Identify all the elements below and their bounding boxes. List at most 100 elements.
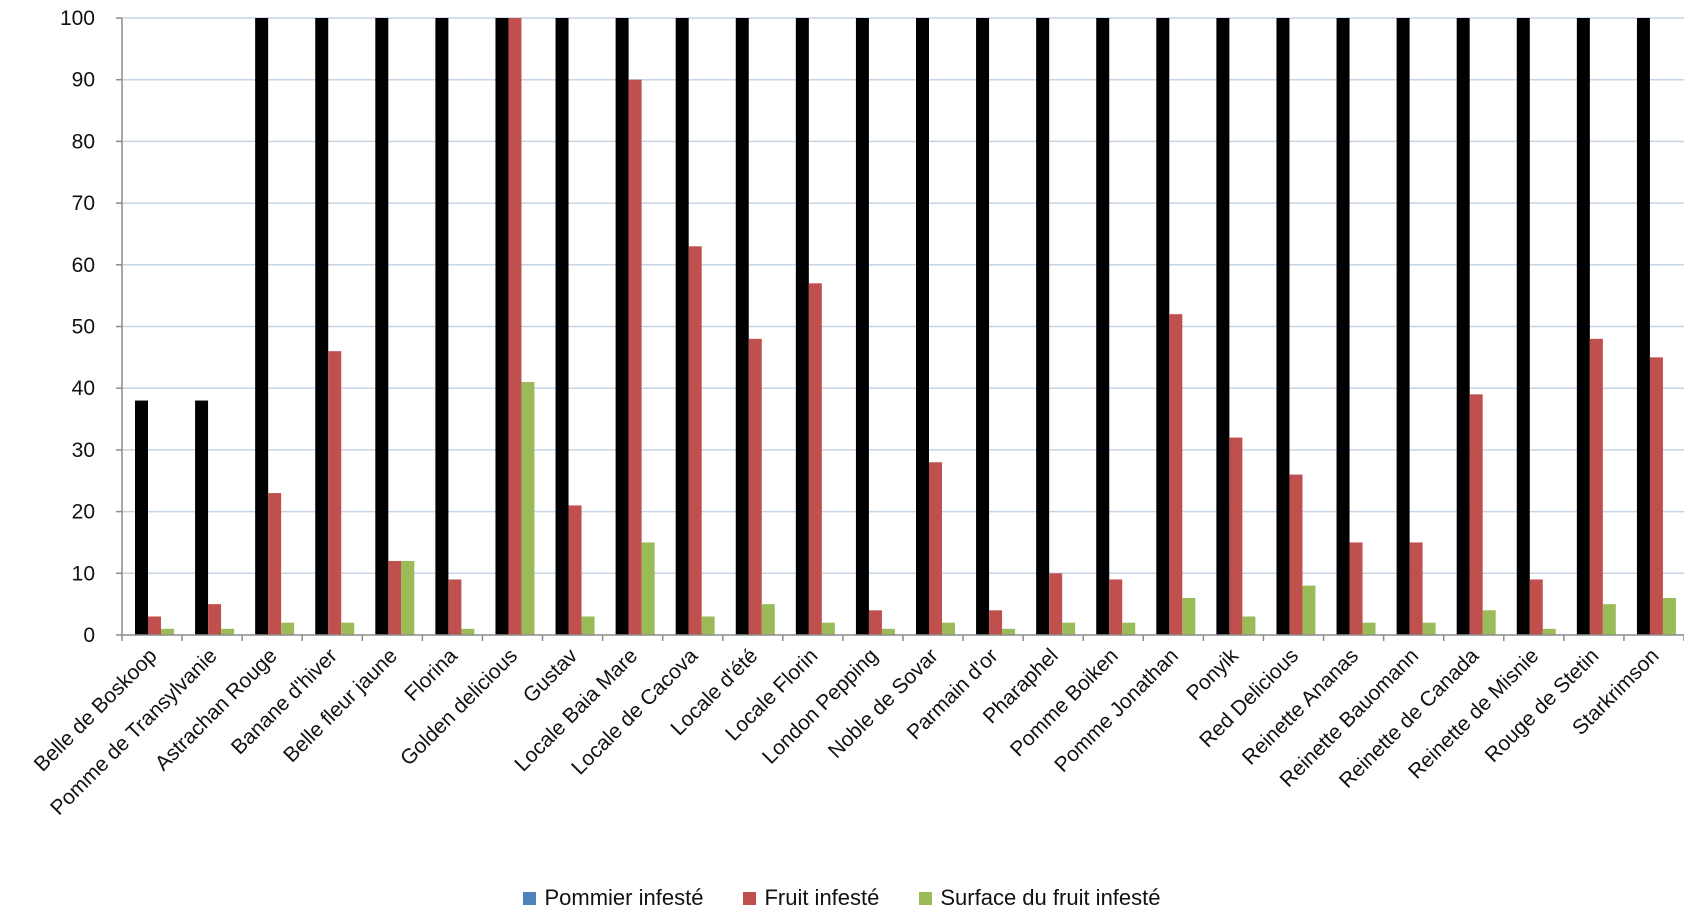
bar — [795, 18, 809, 635]
x-tick-label: Noble de Sovar — [824, 644, 943, 763]
bar — [328, 351, 342, 635]
bar — [388, 560, 402, 635]
bar — [1169, 314, 1183, 635]
bar — [1049, 573, 1063, 635]
bar — [555, 18, 569, 635]
bar — [1529, 579, 1543, 635]
bar — [1096, 18, 1110, 635]
bar — [808, 283, 822, 635]
bar — [375, 18, 389, 635]
y-tick-label: 40 — [72, 377, 95, 400]
bar — [855, 18, 869, 635]
bar — [401, 560, 415, 635]
legend-swatch — [523, 891, 537, 905]
bar — [976, 18, 990, 635]
bar — [435, 18, 449, 635]
y-tick-label: 100 — [60, 7, 95, 30]
bar — [508, 18, 522, 635]
y-tick-label: 30 — [72, 439, 95, 462]
bar — [761, 604, 775, 635]
y-tick-label: 50 — [72, 316, 95, 339]
bar — [495, 18, 509, 635]
y-tick-label: 60 — [72, 254, 95, 277]
bar — [1062, 622, 1076, 635]
legend-label: Fruit infesté — [764, 885, 880, 910]
bar — [448, 579, 462, 635]
bars — [135, 18, 1676, 636]
legend-item-pommier-infeste: Pommier infesté — [523, 885, 703, 911]
bar — [1182, 597, 1196, 635]
bar — [881, 628, 895, 635]
bar — [208, 604, 222, 635]
y-tick-label: 90 — [72, 69, 95, 92]
bar — [1422, 622, 1436, 635]
bar — [315, 18, 329, 635]
bar — [675, 18, 689, 635]
bar — [161, 628, 174, 635]
bar — [748, 338, 762, 635]
x-tick-label: Banane d'hiver — [227, 644, 342, 759]
bar — [1156, 18, 1170, 635]
bar — [1349, 542, 1363, 635]
bar — [1122, 622, 1136, 635]
x-tick-label: Belle fleur jaune — [279, 644, 402, 767]
bar — [1662, 597, 1676, 635]
legend-item-fruit-infeste: Fruit infesté — [743, 885, 879, 911]
bar — [341, 622, 355, 635]
legend-label: Pommier infesté — [544, 885, 704, 910]
x-tick-label: Pomme Boiken — [1006, 644, 1123, 761]
legend-swatch — [919, 891, 933, 905]
legend-item-surface-du-fruit-infeste: Surface du fruit infesté — [919, 885, 1161, 911]
bar — [688, 246, 702, 636]
y-tick-label: 20 — [72, 501, 95, 524]
bar — [195, 400, 209, 635]
y-tick-label: 80 — [72, 130, 95, 153]
bar — [1002, 628, 1016, 635]
bar — [581, 616, 595, 635]
bar — [1542, 628, 1556, 635]
bar — [1276, 18, 1290, 635]
y-tick-label: 10 — [72, 562, 95, 585]
y-tick-label: 0 — [83, 624, 95, 647]
bar — [1362, 622, 1376, 635]
bar — [1636, 18, 1650, 635]
y-tick-label: 70 — [72, 192, 95, 215]
bar — [221, 628, 235, 635]
bar — [701, 616, 715, 635]
bar-chart: 0 10 20 30 40 50 60 70 80 90 100 Belle de BoskoopP… — [30, 7, 1684, 820]
bar — [1649, 357, 1663, 635]
bar — [1336, 18, 1350, 635]
gridlines — [116, 17, 1684, 636]
axes — [121, 18, 1684, 641]
bar — [255, 18, 269, 635]
bar — [1289, 474, 1303, 635]
bar — [1302, 585, 1316, 635]
bar — [1602, 604, 1616, 635]
bar — [628, 79, 642, 635]
bar — [268, 493, 282, 635]
bar — [735, 18, 749, 635]
bar — [1469, 394, 1483, 635]
bar — [568, 505, 582, 635]
bar — [1396, 18, 1410, 635]
legend-label: Surface du fruit infesté — [940, 885, 1161, 910]
bar — [1229, 437, 1243, 635]
legend-swatch — [743, 891, 757, 905]
bar — [1576, 18, 1590, 635]
bar — [615, 18, 629, 635]
bar — [281, 622, 295, 635]
bar — [942, 622, 955, 635]
bar — [1516, 18, 1530, 635]
bar — [868, 610, 882, 635]
bar — [1036, 18, 1050, 635]
bar — [989, 610, 1003, 635]
bar — [521, 382, 535, 635]
bar — [1482, 610, 1496, 635]
y-tick-labels: 0 10 20 30 40 50 60 70 80 90 100 — [60, 7, 95, 647]
bar — [1456, 18, 1470, 635]
bar — [821, 622, 835, 635]
bar — [1409, 542, 1423, 635]
bar — [148, 616, 161, 635]
bar — [641, 542, 655, 635]
